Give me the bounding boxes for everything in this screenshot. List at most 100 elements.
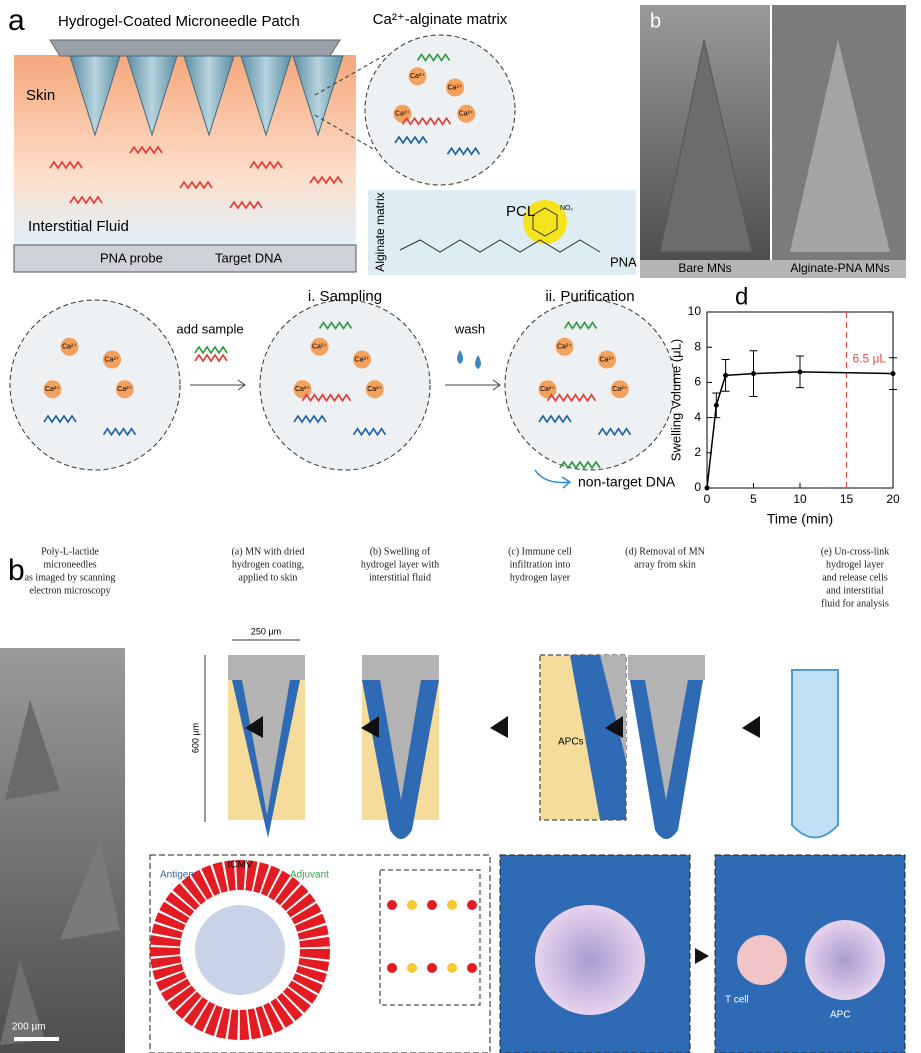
pcl-label: PCL bbox=[506, 203, 535, 220]
panel-label: a bbox=[8, 4, 25, 37]
backing bbox=[228, 655, 305, 680]
ion-label: Ca²⁺ bbox=[62, 344, 77, 351]
ion-label: Ca²⁺ bbox=[410, 73, 425, 80]
pna-label: PNA bbox=[610, 254, 637, 269]
arrow bbox=[695, 948, 709, 964]
adjuvant-label: Adjuvant bbox=[290, 870, 329, 881]
x-axis-label: Time (min) bbox=[767, 511, 833, 527]
step-caption: infiltration into bbox=[510, 559, 571, 570]
chem-box bbox=[368, 190, 636, 275]
backing bbox=[362, 655, 439, 680]
lipid-head bbox=[407, 900, 417, 910]
ion-label: Ca²⁺ bbox=[312, 344, 327, 351]
apc-cell bbox=[535, 905, 645, 1015]
step-caption: (b) Swelling of bbox=[370, 546, 431, 557]
test-tube bbox=[792, 670, 838, 838]
legend-box bbox=[14, 245, 356, 272]
strand bbox=[195, 355, 227, 361]
y-tick-label: 6 bbox=[694, 375, 701, 389]
scale-bar bbox=[14, 1037, 59, 1041]
step-caption: (c) Immune cell bbox=[508, 546, 572, 557]
y-tick-label: 0 bbox=[694, 480, 701, 494]
step-caption: interstitial fluid bbox=[369, 572, 431, 583]
tcell-label: T cell bbox=[725, 995, 749, 1006]
step-caption: hydrogel layer bbox=[826, 559, 885, 570]
lipid-head bbox=[447, 963, 457, 973]
step-label: wash bbox=[454, 321, 485, 336]
plot-frame bbox=[707, 312, 893, 488]
ion-label: Ca²⁺ bbox=[117, 386, 132, 393]
lipid-head bbox=[427, 963, 437, 973]
ion-label: Ca²⁺ bbox=[557, 344, 572, 351]
lipid-head bbox=[407, 963, 417, 973]
bilayer-box bbox=[380, 870, 480, 1005]
panel-label: d bbox=[735, 283, 748, 310]
step-caption: microneedles bbox=[43, 559, 96, 570]
chem-side-label: Alginate matrix bbox=[373, 192, 387, 271]
step-caption: (e) Un-cross-link bbox=[821, 546, 890, 557]
x-tick-label: 15 bbox=[840, 492, 854, 506]
apcs-label: APCs bbox=[558, 737, 584, 748]
patch-backing bbox=[50, 40, 340, 56]
lipid-head bbox=[447, 900, 457, 910]
x-tick-label: 10 bbox=[793, 492, 807, 506]
arrow bbox=[190, 380, 245, 390]
step-caption: (a) MN with dried bbox=[231, 546, 304, 557]
sem-caption: Bare MNs bbox=[678, 261, 731, 275]
ion-label: Ca²⁺ bbox=[355, 356, 370, 363]
ion-label: Ca²⁺ bbox=[395, 111, 410, 118]
x-tick-label: 20 bbox=[886, 492, 900, 506]
water-drops bbox=[457, 350, 481, 369]
data-point bbox=[751, 371, 756, 376]
ion-label: Ca²⁺ bbox=[459, 111, 474, 118]
step-caption: and release cells bbox=[822, 572, 888, 583]
chart: d 0 2 4 6 8 10 0 5 10 15 20 Time (min) Swelling Volum… bbox=[668, 283, 900, 526]
lipid-head bbox=[387, 963, 397, 973]
figure: a Hydrogel-Coated Microneedle Patch Skin… bbox=[0, 0, 921, 1053]
lipid-head bbox=[467, 900, 477, 910]
data-point bbox=[723, 373, 728, 378]
panel-label: b bbox=[650, 10, 661, 32]
ion-label: Ca²⁺ bbox=[367, 386, 382, 393]
y-tick-label: 8 bbox=[694, 339, 701, 353]
apc-label: APC bbox=[830, 1010, 851, 1021]
nitro-label: NO₂ bbox=[560, 205, 574, 212]
backing bbox=[628, 655, 705, 680]
x-tick-label: 0 bbox=[704, 492, 711, 506]
ion-label: Ca²⁺ bbox=[105, 356, 120, 363]
scale-label: 200 µm bbox=[12, 1022, 46, 1033]
skin-label: Skin bbox=[26, 87, 55, 104]
ion-label: Ca²⁺ bbox=[600, 356, 615, 363]
ion-label: Ca²⁺ bbox=[448, 84, 463, 91]
step-caption: fluid for analysis bbox=[821, 598, 889, 609]
data-point bbox=[714, 403, 719, 408]
data-point bbox=[705, 486, 710, 491]
y-tick-label: 10 bbox=[688, 304, 702, 318]
y-tick-label: 2 bbox=[694, 445, 701, 459]
fluid-label: Interstitial Fluid bbox=[28, 218, 129, 235]
icmv-label: ICMV bbox=[228, 860, 253, 871]
step-caption: hydrogel layer with bbox=[361, 559, 439, 570]
antigen-label: Antigen bbox=[160, 870, 194, 881]
height-label: 600 µm bbox=[190, 723, 200, 753]
panel-title: Hydrogel-Coated Microneedle Patch bbox=[58, 13, 300, 30]
width-label: 250 µm bbox=[251, 626, 281, 636]
ion-label: Ca²⁺ bbox=[540, 386, 555, 393]
step-caption: Poly-L-lactide bbox=[41, 546, 99, 557]
reference-label: 6.5 μL bbox=[853, 352, 887, 366]
legend-entry: PNA probe bbox=[100, 250, 163, 265]
lipid-head bbox=[427, 900, 437, 910]
data-point bbox=[798, 369, 803, 374]
t-cell bbox=[737, 935, 787, 985]
ion-label: Ca²⁺ bbox=[45, 386, 60, 393]
captions: Poly-L-lactide microneedles as imaged by s… bbox=[25, 546, 890, 609]
x-tick-label: 5 bbox=[750, 492, 757, 506]
ion-label: Ca²⁺ bbox=[612, 386, 627, 393]
icmv-core bbox=[195, 905, 285, 995]
step-caption: as imaged by scanning bbox=[25, 572, 116, 583]
step-caption: (d) Removal of MN bbox=[625, 546, 705, 557]
y-tick-label: 4 bbox=[694, 410, 701, 424]
matrix-circle bbox=[10, 300, 180, 470]
step-caption: array from skin bbox=[634, 559, 696, 570]
y-axis-label: Swelling Volume (μL) bbox=[668, 339, 683, 461]
